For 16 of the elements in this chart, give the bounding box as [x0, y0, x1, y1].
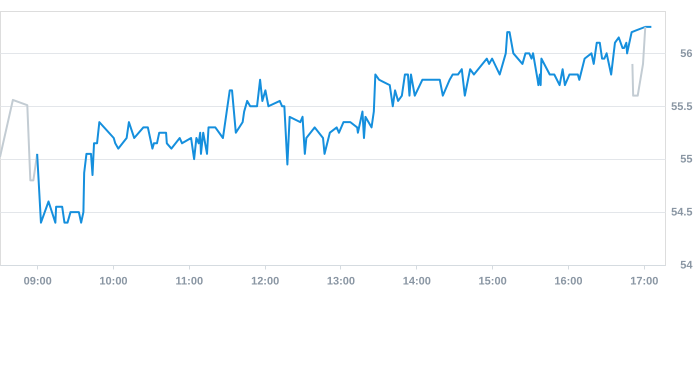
y-tick-label: 55.5 [671, 100, 692, 113]
y-tick-label: 54.5 [671, 206, 692, 219]
line-series [0, 98, 38, 182]
y-tick-label: 54 [680, 260, 693, 272]
x-tick-label: 16:00 [554, 276, 583, 288]
x-tick-label: 14:00 [402, 276, 431, 288]
x-tick-label: 10:00 [99, 276, 128, 288]
x-tick-label: 17:00 [630, 276, 658, 288]
x-tick-label: 11:00 [176, 276, 204, 288]
x-tick-label: 13:00 [326, 276, 356, 288]
y-tick-label: 55 [680, 154, 692, 166]
x-tick-label: 15:00 [478, 276, 507, 288]
line-series [36, 26, 652, 224]
x-tick-label: 09:00 [24, 276, 52, 288]
y-tick-label: 56 [680, 48, 692, 60]
x-tick-label: 12:00 [251, 276, 280, 288]
